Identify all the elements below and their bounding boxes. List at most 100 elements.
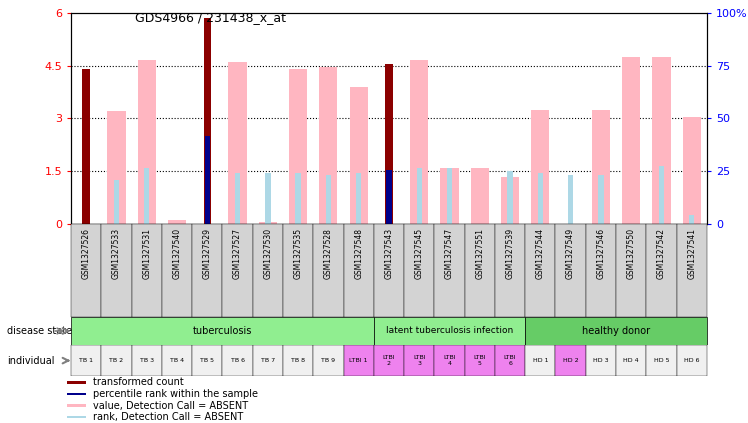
Bar	[683, 117, 701, 224]
Bar	[162, 345, 192, 376]
Text: HD 5: HD 5	[654, 358, 669, 363]
Bar	[204, 136, 210, 224]
Bar	[71, 345, 101, 376]
Bar	[253, 345, 283, 376]
Text: TB 7: TB 7	[261, 358, 275, 363]
Bar	[356, 173, 361, 224]
Bar	[259, 222, 277, 224]
Text: latent tuberculosis infection: latent tuberculosis infection	[386, 327, 513, 335]
Text: GSM1327544: GSM1327544	[536, 228, 545, 279]
Bar	[265, 173, 271, 224]
Bar	[646, 224, 677, 317]
Text: disease state: disease state	[7, 326, 73, 336]
Text: GSM1327530: GSM1327530	[263, 228, 272, 279]
Text: GSM1327542: GSM1327542	[657, 228, 666, 279]
Text: HD 6: HD 6	[684, 358, 699, 363]
Bar	[556, 345, 586, 376]
Text: individual: individual	[7, 356, 55, 365]
Bar	[71, 317, 374, 345]
Text: GSM1327549: GSM1327549	[566, 228, 575, 279]
Bar	[622, 57, 640, 224]
Bar	[374, 224, 404, 317]
Bar	[470, 168, 489, 224]
Text: GSM1327547: GSM1327547	[445, 228, 454, 279]
Bar	[192, 345, 222, 376]
Bar	[556, 224, 586, 317]
Text: GSM1327527: GSM1327527	[233, 228, 242, 279]
Bar	[417, 168, 422, 224]
Bar	[313, 224, 343, 317]
Text: LTBI
4: LTBI 4	[444, 355, 456, 366]
Bar	[82, 69, 90, 224]
Text: LTBI
6: LTBI 6	[503, 355, 516, 366]
Text: TB 4: TB 4	[170, 358, 184, 363]
Bar	[67, 404, 85, 407]
Bar	[465, 345, 495, 376]
Bar	[435, 224, 465, 317]
Bar	[495, 345, 525, 376]
Bar	[646, 345, 677, 376]
Bar	[404, 345, 435, 376]
Text: GSM1327535: GSM1327535	[294, 228, 303, 279]
Bar	[138, 60, 156, 224]
Bar	[525, 224, 556, 317]
Bar	[501, 177, 519, 224]
Bar	[144, 168, 150, 224]
Bar	[71, 224, 101, 317]
Text: TB 5: TB 5	[200, 358, 215, 363]
Bar	[108, 111, 126, 224]
Bar	[616, 224, 646, 317]
Text: LTBI
2: LTBI 2	[383, 355, 395, 366]
Text: HD 1: HD 1	[533, 358, 548, 363]
Bar	[283, 345, 313, 376]
Bar	[192, 224, 222, 317]
Bar	[283, 224, 313, 317]
Text: HD 3: HD 3	[593, 358, 609, 363]
Bar	[374, 317, 525, 345]
Bar	[162, 224, 192, 317]
Text: TB 6: TB 6	[230, 358, 245, 363]
Bar	[101, 345, 132, 376]
Text: GSM1327539: GSM1327539	[506, 228, 515, 279]
Text: GSM1327531: GSM1327531	[142, 228, 151, 279]
Bar	[525, 317, 707, 345]
Bar	[441, 168, 459, 224]
Bar	[295, 173, 301, 224]
Bar	[349, 87, 368, 224]
Bar	[507, 171, 513, 224]
Bar	[235, 173, 240, 224]
Text: value, Detection Call = ABSENT: value, Detection Call = ABSENT	[94, 401, 248, 411]
Bar	[531, 110, 550, 224]
Bar	[343, 224, 374, 317]
Text: healthy donor: healthy donor	[582, 326, 650, 336]
Text: TB 2: TB 2	[109, 358, 123, 363]
Bar	[689, 215, 694, 224]
Bar	[677, 345, 707, 376]
Bar	[568, 175, 573, 224]
Bar	[101, 224, 132, 317]
Text: TB 1: TB 1	[79, 358, 94, 363]
Text: transformed count: transformed count	[94, 377, 184, 387]
Bar	[319, 67, 337, 224]
Bar	[525, 345, 556, 376]
Bar	[343, 345, 374, 376]
Bar	[495, 224, 525, 317]
Bar	[659, 166, 664, 224]
Bar	[385, 64, 393, 224]
Bar	[592, 110, 610, 224]
Bar	[447, 168, 453, 224]
Bar	[67, 416, 85, 418]
Text: LTBI 1: LTBI 1	[349, 358, 368, 363]
Text: LTBI
5: LTBI 5	[473, 355, 486, 366]
Bar	[253, 224, 283, 317]
Text: LTBI
3: LTBI 3	[413, 355, 426, 366]
Bar	[677, 224, 707, 317]
Bar	[325, 175, 331, 224]
Bar	[586, 345, 616, 376]
Bar	[410, 60, 429, 224]
Text: GSM1327541: GSM1327541	[687, 228, 696, 279]
Bar	[538, 173, 543, 224]
Bar	[289, 69, 307, 224]
Text: GSM1327551: GSM1327551	[475, 228, 484, 279]
Bar	[168, 220, 186, 224]
